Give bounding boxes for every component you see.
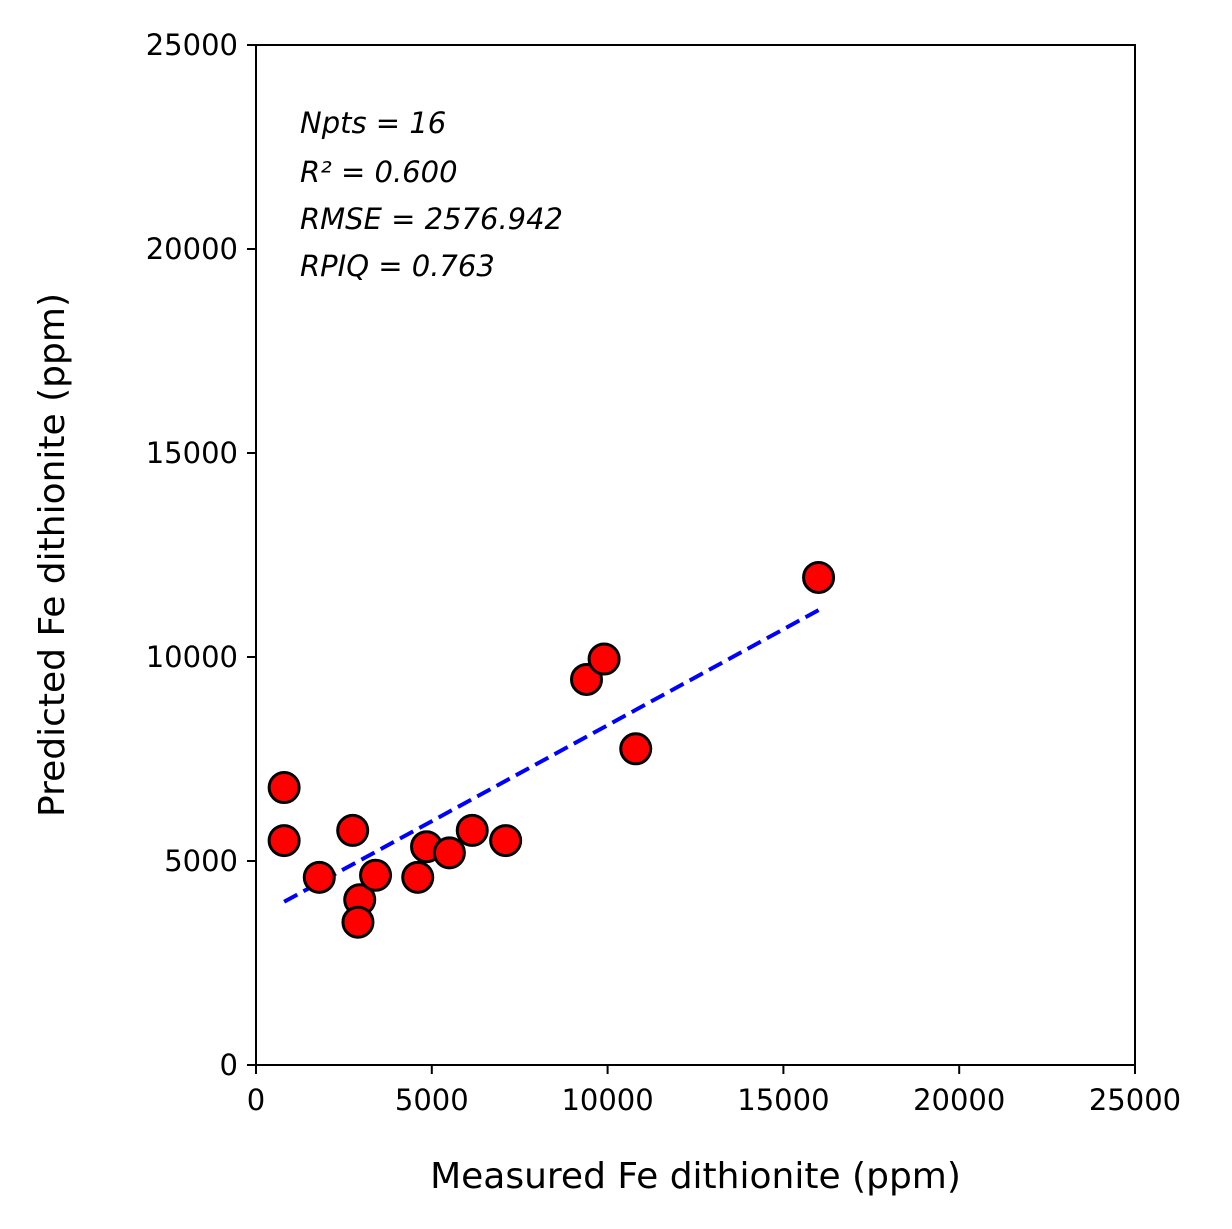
y-tick-label: 5000 bbox=[164, 844, 238, 878]
x-tick-label: 15000 bbox=[737, 1083, 829, 1117]
data-point bbox=[267, 824, 301, 858]
data-point bbox=[302, 860, 336, 894]
y-tick-label: 0 bbox=[220, 1048, 238, 1082]
points-layer bbox=[267, 560, 836, 939]
data-point bbox=[432, 836, 466, 870]
data-point bbox=[619, 732, 653, 766]
plot-background bbox=[256, 45, 1135, 1065]
y-tick-label: 20000 bbox=[146, 232, 238, 266]
data-point bbox=[455, 813, 489, 847]
fit-line-layer bbox=[283, 608, 820, 904]
fit-line bbox=[283, 608, 820, 904]
x-tick-label: 25000 bbox=[1089, 1083, 1181, 1117]
data-point bbox=[401, 860, 435, 894]
annotation-npts: Npts = 16 bbox=[300, 106, 446, 140]
y-axis: 0 5000 10000 15000 20000 25000 bbox=[146, 28, 256, 1082]
stats-annotation: Npts = 16 R² = 0.600 RMSE = 2576.942 RPI… bbox=[300, 106, 563, 283]
y-axis-label: Predicted Fe dithionite (ppm) bbox=[32, 293, 73, 817]
x-tick-label: 20000 bbox=[913, 1083, 1005, 1117]
x-tick-label: 5000 bbox=[395, 1083, 469, 1117]
plot-frame bbox=[255, 44, 1136, 1066]
data-point bbox=[341, 905, 375, 939]
y-tick-label: 25000 bbox=[146, 28, 238, 62]
data-point bbox=[587, 642, 621, 676]
data-point bbox=[802, 560, 836, 594]
data-point bbox=[336, 813, 370, 847]
y-tick-label: 10000 bbox=[146, 640, 238, 674]
annotation-r2: R² = 0.600 bbox=[300, 155, 458, 189]
data-point bbox=[359, 858, 393, 892]
x-tick-label: 0 bbox=[247, 1083, 265, 1117]
x-tick-label: 10000 bbox=[561, 1083, 653, 1117]
x-axis: 0 5000 10000 15000 20000 25000 bbox=[247, 1065, 1181, 1117]
annotation-rmse: RMSE = 2576.942 bbox=[300, 202, 563, 236]
annotation-rpiq: RPIQ = 0.763 bbox=[300, 249, 495, 283]
y-tick-label: 15000 bbox=[146, 436, 238, 470]
x-axis-label: Measured Fe dithionite (ppm) bbox=[430, 1156, 961, 1197]
data-point bbox=[489, 824, 523, 858]
data-point bbox=[267, 771, 301, 805]
